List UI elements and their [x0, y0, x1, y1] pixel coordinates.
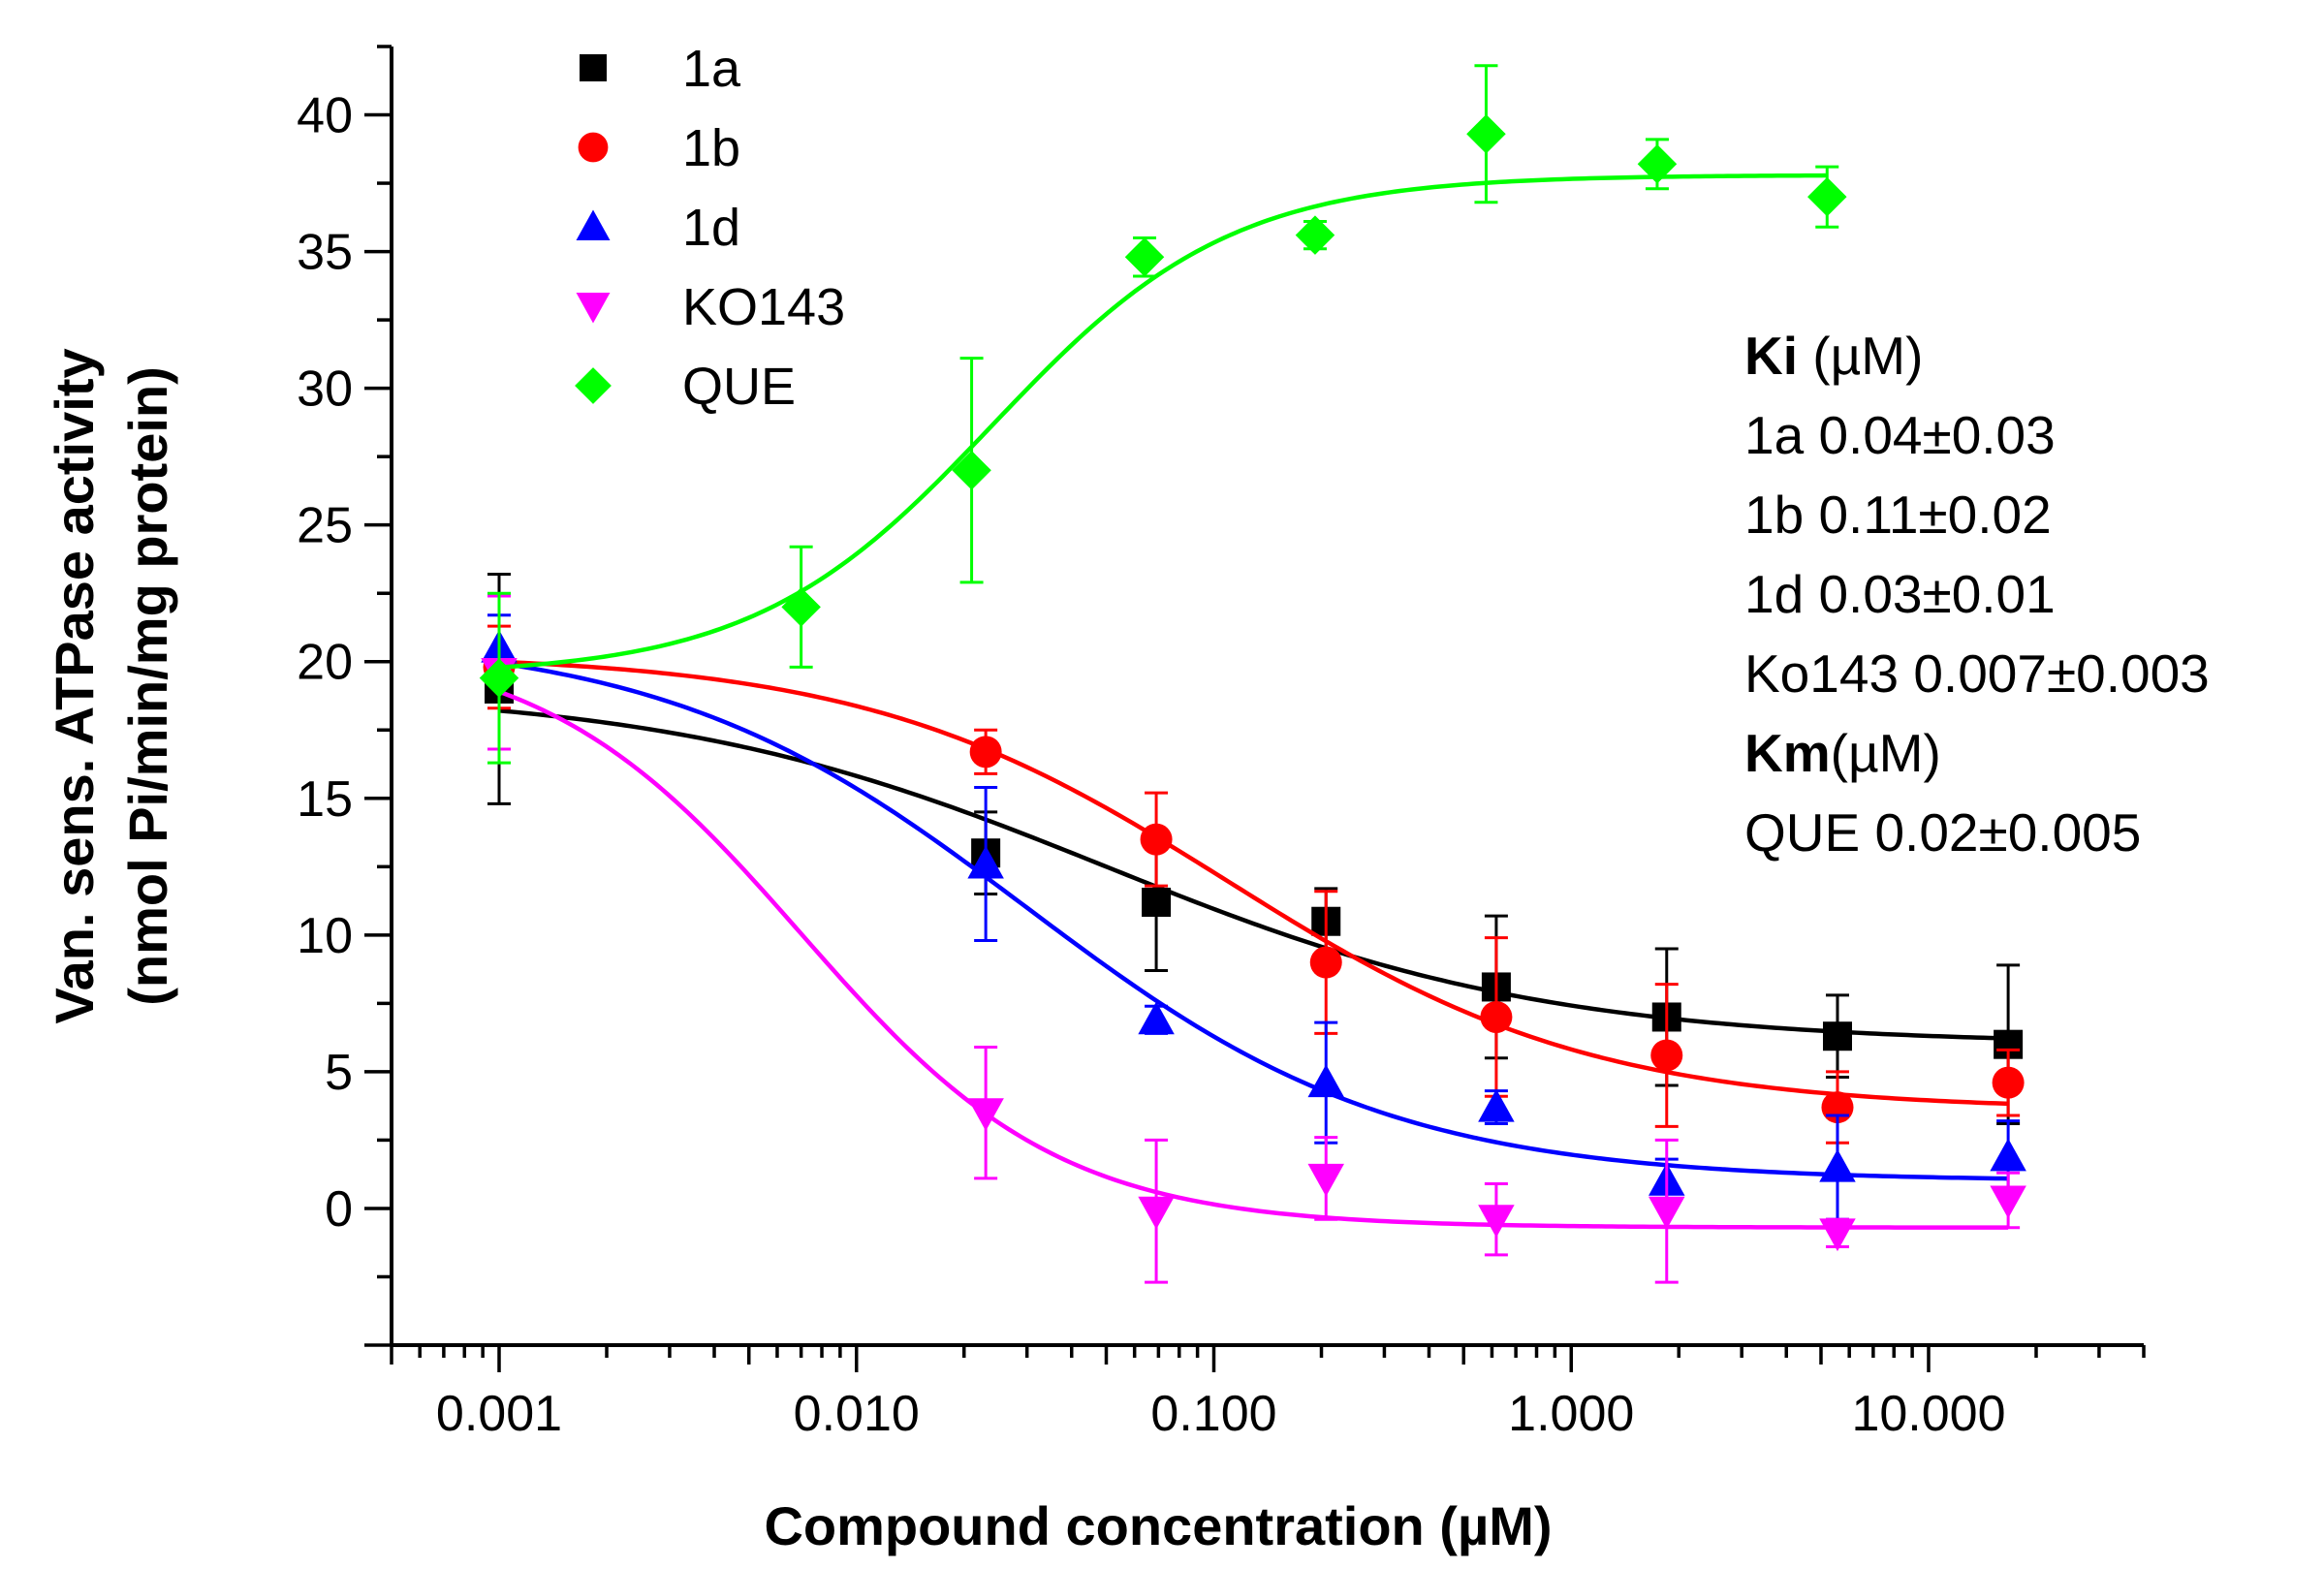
y-tick-label: 30 — [297, 361, 353, 418]
legend-label-ko143: KO143 — [682, 278, 845, 336]
legend-label-1a: 1a — [682, 40, 741, 98]
data-point-1a — [1142, 887, 1172, 917]
x-tick-label: 10.000 — [1851, 1386, 2005, 1442]
y-axis-title-line2: (nmol Pi/min/mg protein) — [117, 366, 178, 1006]
y-tick-label: 40 — [297, 88, 353, 144]
fit-curve-ko143 — [498, 689, 2009, 1230]
data-point-1d — [1990, 1138, 2026, 1172]
data-point-que — [1637, 144, 1678, 184]
km-heading-unit: (µM) — [1831, 723, 1941, 783]
data-point-ko143 — [967, 1098, 1004, 1131]
y-axis-title-line1: Van. sens. ATPase activity — [44, 348, 105, 1023]
data-point-1d — [1478, 1088, 1515, 1122]
ki-ko143: Ko143 0.007±0.003 — [1744, 643, 2210, 704]
fit-curve-1b — [498, 659, 2009, 1107]
data-point-1b — [1309, 946, 1342, 979]
y-tick-label: 0 — [325, 1181, 353, 1238]
data-point-ko143 — [1990, 1185, 2026, 1219]
y-tick-label: 5 — [325, 1045, 353, 1101]
axes — [390, 47, 2144, 1347]
data-point-1d — [1138, 1001, 1175, 1035]
ki-1b: 1b 0.11±0.02 — [1744, 485, 2052, 545]
x-axis-title: Compound concentration (µM) — [764, 1495, 1552, 1556]
ki-heading-unit: (µM) — [1798, 326, 1923, 386]
fit-curve-1a — [498, 707, 2009, 1041]
data-point-ko143 — [1819, 1218, 1856, 1252]
data-point-que — [1124, 236, 1165, 277]
x-axis-ticks: 0.001 0.010 0.100 1.000 10.000 — [390, 1345, 2146, 1442]
y-tick-label: 25 — [297, 498, 353, 554]
series-1d — [481, 613, 2026, 1221]
legend-marker-ko143 — [576, 293, 611, 324]
data-point-1b — [1140, 823, 1173, 856]
x-tick-label: 0.100 — [1150, 1386, 1276, 1442]
series-que — [479, 64, 1847, 765]
data-point-1d — [1819, 1148, 1856, 1182]
plot-area — [479, 64, 2026, 1284]
km-heading-bold: Km — [1744, 723, 1831, 783]
y-tick-label: 35 — [297, 225, 353, 281]
data-point-1b — [1480, 1000, 1513, 1033]
data-point-1b — [1992, 1066, 2025, 1099]
data-point-ko143 — [1478, 1205, 1515, 1238]
legend-marker-1d — [576, 209, 611, 240]
data-point-que — [781, 587, 821, 627]
series-ko143 — [481, 594, 2026, 1284]
legend-label-1b: 1b — [682, 119, 740, 177]
data-point-ko143 — [1138, 1196, 1175, 1230]
data-point-ko143 — [1307, 1163, 1344, 1197]
data-point-que — [479, 658, 519, 698]
legend-marker-1b — [578, 132, 609, 163]
legend-marker-que — [575, 367, 612, 404]
data-point-1b — [1650, 1039, 1683, 1072]
y-tick-label: 10 — [297, 908, 353, 964]
ki-1a: 1a 0.04±0.03 — [1744, 405, 2056, 465]
data-point-que — [1295, 215, 1335, 255]
km-que: QUE 0.02±0.005 — [1744, 802, 2141, 863]
legend-label-que: QUE — [682, 358, 796, 416]
km-heading: Km(µM) — [1744, 723, 1941, 783]
kinetics-annotation: Ki (µM) 1a 0.04±0.03 1b 0.11±0.02 1d 0.0… — [1744, 326, 2210, 863]
data-point-que — [1807, 176, 1847, 217]
data-point-que — [952, 451, 991, 490]
y-axis-ticks: 0 5 10 15 20 25 30 35 40 — [297, 45, 392, 1347]
ki-heading: Ki (µM) — [1744, 326, 1923, 386]
ki-1d: 1d 0.03±0.01 — [1744, 564, 2056, 624]
y-tick-label: 20 — [297, 635, 353, 691]
data-point-1a — [1822, 1021, 1852, 1051]
x-tick-label: 0.010 — [794, 1386, 920, 1442]
data-point-1d — [1307, 1064, 1344, 1098]
fit-curve-que — [498, 173, 1828, 670]
data-point-que — [1466, 114, 1506, 154]
legend: 1a 1b 1d KO143 QUE — [575, 40, 845, 416]
y-tick-label: 15 — [297, 771, 353, 828]
data-point-ko143 — [1649, 1196, 1685, 1230]
x-tick-label: 0.001 — [436, 1386, 562, 1442]
fit-curve-1d — [498, 660, 2009, 1181]
data-point-1d — [967, 845, 1004, 879]
data-point-1b — [969, 736, 1002, 769]
ki-heading-bold: Ki — [1744, 326, 1798, 386]
legend-label-1d: 1d — [682, 199, 740, 257]
x-tick-label: 1.000 — [1508, 1386, 1634, 1442]
series-1b — [483, 624, 2025, 1145]
legend-marker-1a — [580, 54, 607, 81]
